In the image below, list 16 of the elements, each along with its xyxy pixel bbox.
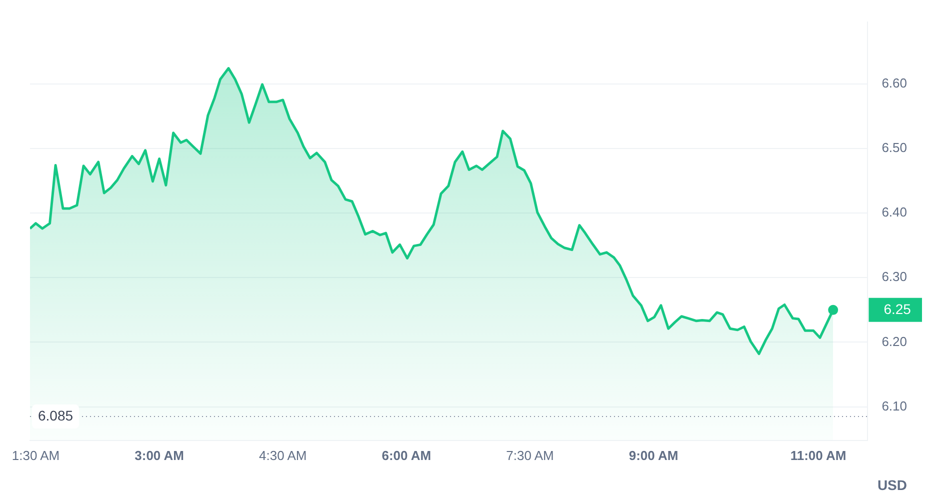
x-tick-label: 7:30 AM: [506, 448, 554, 463]
x-tick-label: 9:00 AM: [628, 448, 678, 463]
y-axis-title: USD: [877, 476, 907, 493]
y-tick-label: 6.10: [882, 398, 908, 414]
y-tick-label: 6.40: [882, 204, 908, 220]
x-tick-label: 1:30 AM: [12, 448, 60, 463]
ref-line-label: 6.085: [38, 407, 74, 424]
y-tick-label: 6.30: [882, 269, 908, 284]
y-tick-label: 6.60: [882, 75, 908, 90]
y-tick-label: 6.20: [882, 334, 908, 349]
x-tick-label: 6:00 AM: [382, 448, 432, 463]
y-tick-label: 6.50: [882, 140, 908, 155]
x-tick-label: 4:30 AM: [259, 448, 307, 463]
text: 6.25: [884, 300, 912, 317]
x-tick-label: 3:00 AM: [134, 448, 184, 463]
x-tick-label: 11:00 AM: [790, 448, 846, 463]
